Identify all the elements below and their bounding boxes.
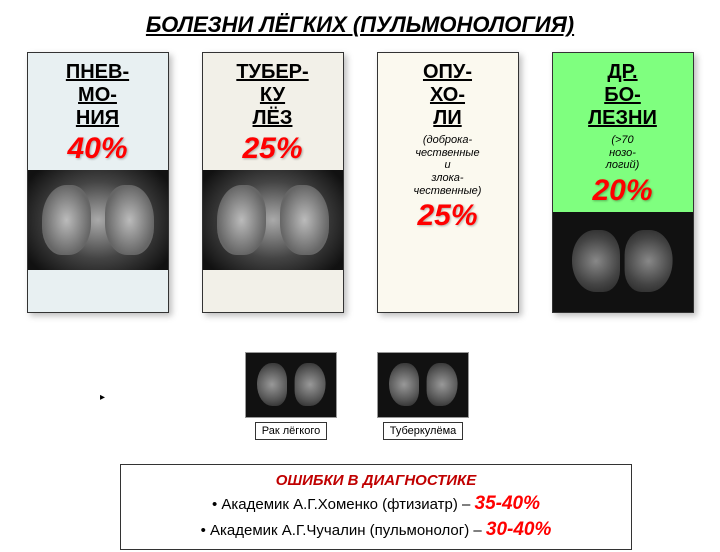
cards-row: ПНЕВ-МО-НИЯ 40% ТУБЕР-КУЛЁЗ 25% ОПУ-ХО-Л… — [0, 52, 720, 313]
errors-line: • Академик А.Г.Чучалин (пульмонолог) – 3… — [131, 517, 621, 543]
card-tumors: ОПУ-ХО-ЛИ (доброка-чественныеизлока-чест… — [377, 52, 519, 313]
card-subtitle: (>70нозо-логий) — [557, 134, 689, 172]
card-percent: 25% — [207, 132, 339, 166]
errors-line-text: Академик А.Г.Чучалин (пульмонолог) – — [210, 522, 486, 539]
errors-line-text: Академик А.Г.Хоменко (фтизиатр) – — [221, 496, 474, 513]
errors-line-pct: 30-40% — [486, 519, 552, 540]
ct-image — [553, 212, 693, 312]
ct-lung-cancer-image — [245, 352, 337, 418]
card-percent: 20% — [557, 174, 689, 208]
card-name: ПНЕВ-МО-НИЯ — [32, 61, 164, 130]
card-percent: 25% — [382, 199, 514, 233]
small-image-unit: Туберкулёма — [377, 352, 469, 440]
card-name: ОПУ-ХО-ЛИ — [382, 61, 514, 130]
card-pneumonia: ПНЕВ-МО-НИЯ 40% — [27, 52, 169, 313]
small-image-label: Туберкулёма — [383, 422, 464, 440]
card-percent: 40% — [32, 132, 164, 166]
ct-tuberculoma-image — [377, 352, 469, 418]
small-images-row: Рак лёгкого Туберкулёма — [245, 352, 469, 440]
card-subtitle: (доброка-чественныеизлока-чественные) — [382, 134, 514, 197]
errors-title: ОШИБКИ В ДИАГНОСТИКЕ — [131, 471, 621, 491]
small-image-label: Рак лёгкого — [255, 422, 327, 440]
errors-line-pct: 35-40% — [475, 493, 541, 514]
small-image-unit: Рак лёгкого — [245, 352, 337, 440]
card-name: ДР.БО-ЛЕЗНИ — [557, 61, 689, 130]
xray-image — [28, 170, 168, 270]
card-tuberculosis: ТУБЕР-КУЛЁЗ 25% — [202, 52, 344, 313]
card-body: ОПУ-ХО-ЛИ (доброка-чественныеизлока-чест… — [378, 53, 518, 237]
card-body: ПНЕВ-МО-НИЯ 40% — [28, 53, 168, 170]
card-body: ДР.БО-ЛЕЗНИ (>70нозо-логий) 20% — [553, 53, 693, 212]
stray-bullet: ▸ — [100, 392, 105, 403]
card-other-diseases: ДР.БО-ЛЕЗНИ (>70нозо-логий) 20% — [552, 52, 694, 313]
xray-image — [203, 170, 343, 270]
errors-box: ОШИБКИ В ДИАГНОСТИКЕ • Академик А.Г.Хоме… — [120, 464, 632, 550]
page-title: БОЛЕЗНИ ЛЁГКИХ (ПУЛЬМОНОЛОГИЯ) — [0, 12, 720, 38]
errors-line: • Академик А.Г.Хоменко (фтизиатр) – 35-4… — [131, 491, 621, 517]
card-name: ТУБЕР-КУЛЁЗ — [207, 61, 339, 130]
card-body: ТУБЕР-КУЛЁЗ 25% — [203, 53, 343, 170]
